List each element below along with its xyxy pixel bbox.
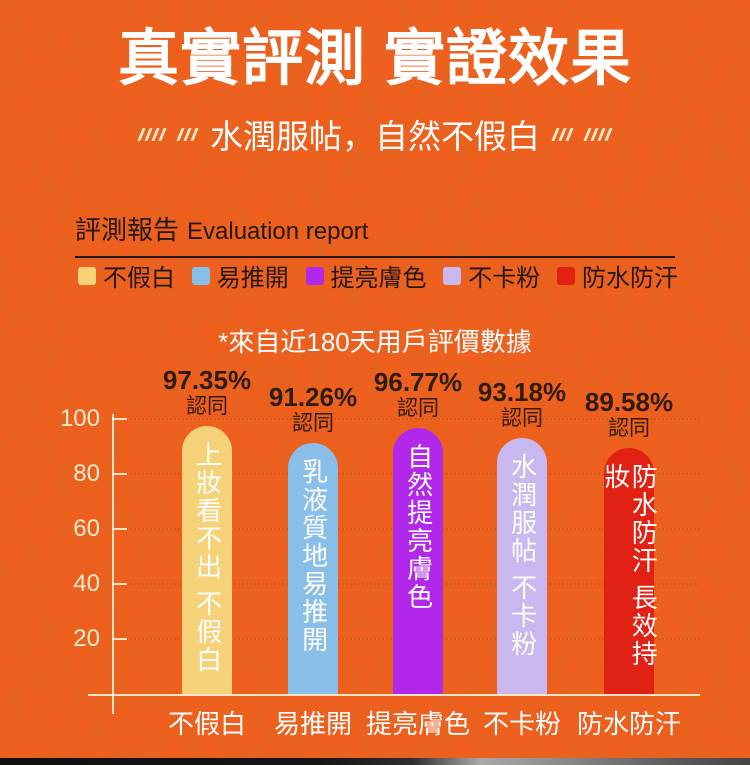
report-heading-zh: 評測報告 [75, 215, 180, 245]
page-subtitle: 水潤服帖，自然不假白 [0, 110, 750, 158]
data-source-note: *來自近180天用戶評價數據 [218, 327, 532, 357]
y-axis-tick [114, 583, 127, 585]
legend-swatch [78, 266, 96, 285]
y-axis-tick [114, 528, 127, 530]
legend-label: 不假白 [103, 265, 175, 292]
bar-label: 乳液質地易推開 [298, 458, 329, 654]
y-axis-tick [114, 473, 127, 475]
y-axis-label: 20 [73, 625, 100, 652]
bar-label: 水潤服帖 不卡粉 [507, 453, 538, 659]
y-axis-label: 80 [73, 460, 100, 487]
chart: 20 40 60 80 100 上妝看不出 不假白 97.35% 認同 不假白 乳液質地易推開 91… [0, 366, 750, 758]
legend-swatch [305, 266, 324, 285]
bar: 水潤服帖 不卡粉 [497, 438, 547, 694]
legend-label: 防水防汗 [582, 265, 678, 292]
legend-swatch [443, 266, 462, 285]
legend-item: 易推開 [191, 258, 289, 293]
legend-item: 不假白 [78, 258, 175, 293]
page-title: 真實評測 實證效果 [118, 24, 632, 92]
legend-item: 防水防汗 [557, 258, 678, 293]
legend-label: 易推開 [216, 265, 289, 292]
legend-label: 提亮膚色 [330, 265, 427, 292]
value-label: 89.58% 認同 [554, 388, 704, 441]
bar: 防水防汗 長效持妝 [601, 448, 659, 694]
bar: 上妝看不出 不假白 [182, 426, 232, 694]
bar-label: 防水防汗 長效持妝 [601, 463, 659, 669]
report-heading-en: Evaluation report [187, 218, 369, 245]
y-axis-tick [114, 638, 127, 640]
bar-label: 自然提亮膚色 [403, 443, 434, 611]
y-axis-label: 100 [59, 405, 100, 432]
value-percent: 89.58% [584, 387, 674, 417]
y-axis-line [112, 414, 114, 714]
legend-item: 不卡粉 [443, 258, 540, 293]
report-header: 評測報告 Evaluation report [75, 210, 675, 258]
bar: 自然提亮膚色 [393, 428, 443, 694]
y-axis-tick [114, 418, 127, 420]
value-agree: 認同 [608, 416, 650, 440]
x-axis-line [88, 694, 700, 696]
legend-item: 提亮膚色 [305, 258, 427, 293]
y-axis-label: 60 [73, 515, 100, 542]
legend-swatch [557, 266, 575, 285]
y-axis-label: 40 [73, 570, 100, 597]
subtitle-text: 水潤服帖，自然不假白 [210, 118, 540, 155]
legend-label: 不卡粉 [468, 265, 541, 292]
bar-label: 上妝看不出 不假白 [192, 441, 223, 675]
subtitle-ticks-left [137, 127, 199, 141]
bar: 乳液質地易推開 [288, 443, 338, 694]
bottom-section-edge [0, 758, 750, 765]
subtitle-ticks-right [551, 127, 613, 141]
legend-swatch [191, 266, 210, 285]
category-label: 防水防汗 [576, 709, 681, 739]
chart-legend: 不假白 易推開 提亮膚色 不卡粉 防水防汗 [78, 258, 678, 293]
